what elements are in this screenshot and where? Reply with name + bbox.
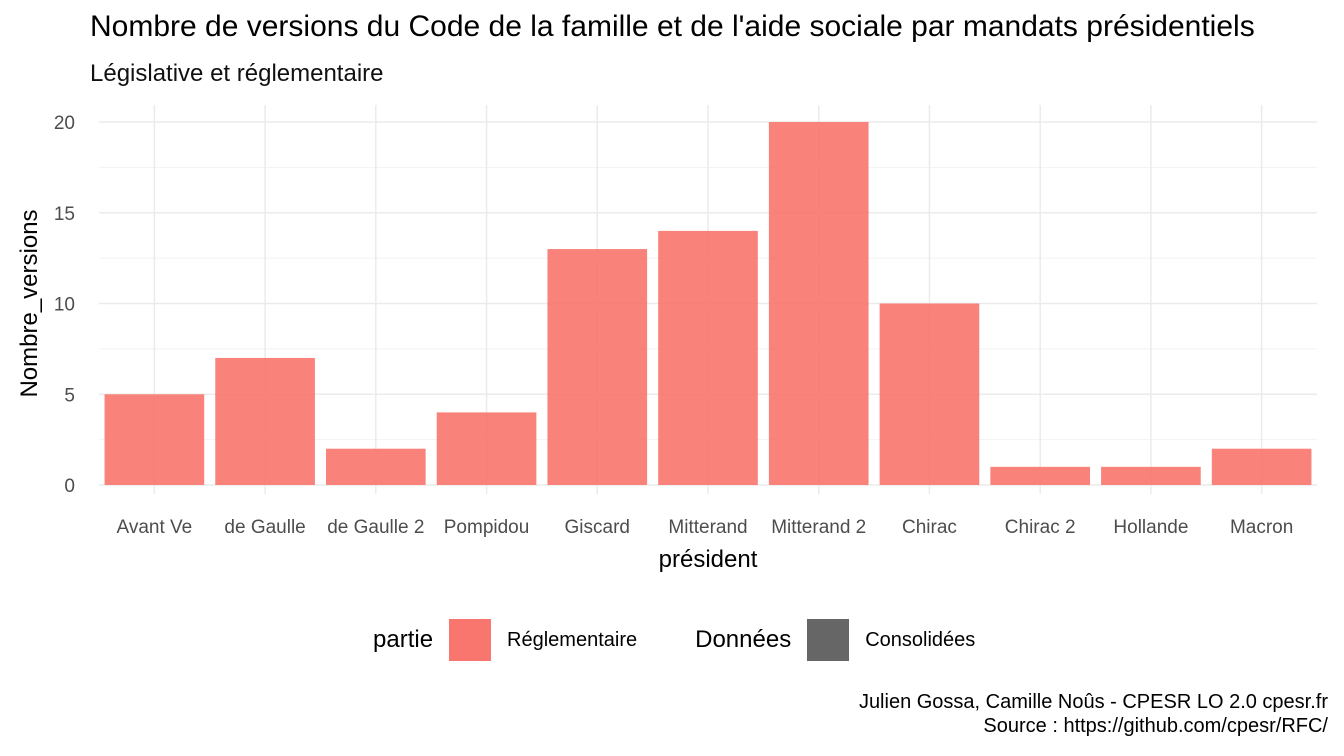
- bar-avant-ve: [104, 394, 205, 485]
- x-tick-label: Pompidou: [444, 517, 530, 538]
- x-tick-label: Macron: [1230, 517, 1293, 538]
- caption-source: Source : https://github.com/cpesr/RFC/: [983, 715, 1328, 737]
- legend-key-consolidees: [807, 619, 850, 661]
- y-tick-label: 15: [54, 204, 75, 225]
- x-tick-label: de Gaulle: [224, 517, 305, 538]
- legend-key-reglementaire: [449, 619, 492, 661]
- chart-title: Nombre de versions du Code de la famille…: [90, 10, 1255, 43]
- bar-chart: 0 5 10 15 20 Avant Ve de Gaulle de Gaulle 2 Pomp…: [16, 105, 1317, 573]
- x-tick-label: Giscard: [565, 517, 630, 538]
- bar-de-gaulle-2: [325, 448, 426, 485]
- legend-title-donnees: Données: [695, 626, 792, 653]
- x-axis-title: président: [659, 546, 758, 573]
- x-tick-label: de Gaulle 2: [327, 517, 424, 538]
- caption: Julien Gossa, Camille Noûs - CPESR LO 2.…: [859, 690, 1328, 738]
- legend: partie Réglementaire Données Consolidées: [373, 618, 975, 662]
- y-tick-label: 5: [64, 385, 75, 406]
- legend-label-consolidees: Consolidées: [865, 628, 976, 651]
- legend-title-partie: partie: [373, 626, 434, 653]
- bar-macron: [1211, 448, 1312, 485]
- x-tick-label: Chirac 2: [1005, 517, 1076, 538]
- bar-hollande: [1101, 466, 1201, 485]
- bar-mitterand-2: [768, 122, 869, 485]
- legend-label-reglementaire: Réglementaire: [507, 628, 638, 651]
- caption-authors: Julien Gossa, Camille Noûs - CPESR LO 2.…: [858, 691, 1328, 713]
- x-tick-label: Hollande: [1113, 517, 1188, 538]
- bar-chirac: [879, 303, 980, 485]
- y-tick-label: 10: [54, 295, 75, 316]
- x-tick-label: Avant Ve: [117, 517, 193, 538]
- chart-subtitle: Législative et réglementaire: [90, 60, 384, 87]
- bar-giscard: [547, 249, 648, 485]
- bar-de-gaulle: [215, 357, 315, 485]
- x-tick-label: Mitterand 2: [771, 517, 866, 538]
- x-tick-label: Chirac: [902, 517, 957, 538]
- bar-chirac-2: [990, 466, 1091, 485]
- x-tick-label: Mitterand: [668, 517, 747, 538]
- bar-pompidou: [436, 412, 537, 485]
- bar-mitterand: [658, 230, 758, 485]
- y-axis-title: Nombre_versions: [16, 209, 43, 397]
- y-tick-label: 0: [64, 476, 75, 497]
- y-tick-label: 20: [54, 113, 75, 134]
